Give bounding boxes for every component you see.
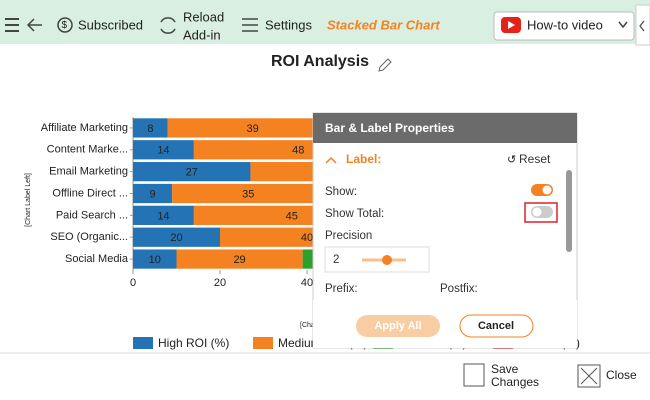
settings-icon [242, 18, 258, 32]
reload-icon [160, 17, 176, 34]
y-tick-label: Social Media [65, 253, 129, 265]
settings[interactable]: Settings [265, 17, 312, 32]
data-label: 48 [292, 145, 304, 157]
save-icon [463, 363, 485, 387]
subscribed-icon [57, 17, 73, 33]
y-tick-label: Paid Search ... [56, 209, 128, 221]
data-label: 40 [301, 232, 313, 244]
apply-all[interactable]: Apply All [374, 320, 421, 332]
side-tab[interactable] [635, 4, 650, 46]
data-label: 29 [233, 254, 245, 266]
bar-segment [133, 118, 168, 138]
precision-label: Precision [325, 230, 372, 242]
dropdown-icon [618, 21, 628, 29]
data-label: 14 [157, 145, 169, 157]
data-label: 39 [247, 123, 259, 135]
video-button[interactable] [493, 11, 635, 41]
bar-segment [133, 205, 194, 225]
cancel[interactable]: Cancel [478, 320, 514, 332]
reset[interactable]: Reset [519, 152, 551, 166]
slider-knob[interactable] [382, 255, 392, 265]
y-tick-label: Affiliate Marketing [41, 122, 128, 134]
data-label: 20 [170, 232, 182, 244]
data-label: 35 [242, 188, 254, 200]
bar-segment [172, 183, 325, 204]
bar-segment [133, 227, 220, 247]
prefix-label: Prefix: [325, 283, 358, 295]
x-tick-label: 40 [301, 277, 313, 289]
highlight-box [524, 202, 558, 223]
subscribed[interactable]: Subscribed [78, 17, 143, 32]
precision-box [324, 246, 430, 273]
x-tick-label: 20 [214, 277, 226, 289]
play-icon [508, 21, 515, 29]
show-label: Show: [325, 186, 357, 198]
button-bar [313, 300, 577, 348]
video[interactable]: How-to video [527, 17, 603, 32]
collapse-icon [639, 20, 645, 32]
apply-all-button[interactable] [356, 315, 440, 337]
chart-type: Stacked Bar Chart [327, 17, 440, 32]
data-label: 14 [157, 210, 169, 222]
bar-segment [133, 183, 173, 204]
bar-segment [167, 118, 338, 138]
toggle-knob [542, 185, 552, 195]
data-label: 9 [150, 188, 156, 200]
close-x [580, 367, 598, 385]
properties-panel: Bar & Label Properties Label: ↺ Reset Sh… [312, 112, 578, 349]
section-label[interactable]: Label: [346, 152, 381, 166]
x-tick-label: 0 [130, 277, 136, 289]
save[interactable]: Changes [491, 375, 539, 389]
bar-segment [133, 162, 251, 182]
back-icon[interactable] [26, 18, 42, 32]
show-total-label: Show Total: [325, 208, 384, 220]
save[interactable]: Save [491, 362, 519, 376]
menu-icon[interactable] [5, 18, 19, 32]
legend-label: High ROI (%) [158, 336, 229, 350]
y-tick-label: Offline Direct ... [52, 187, 128, 199]
data-label: 8 [147, 123, 153, 135]
close[interactable]: Close [606, 368, 637, 382]
data-label: 45 [286, 210, 298, 222]
postfix-label: Postfix: [440, 283, 478, 295]
reload[interactable]: Reload [183, 9, 224, 24]
scrollbar[interactable] [566, 170, 572, 252]
edit-icon[interactable] [378, 58, 392, 72]
reset-icon: ↺ [507, 154, 516, 166]
chart-title: ROI Analysis [271, 53, 369, 70]
legend-swatch [253, 337, 273, 349]
toggle-knob [532, 207, 542, 217]
cancel-button[interactable] [459, 314, 534, 338]
y-tick-label: Email Marketing [49, 166, 128, 178]
data-label: 27 [186, 167, 198, 179]
chevron[interactable] [325, 156, 337, 164]
legend-swatch [133, 337, 153, 349]
precision-value[interactable]: 2 [333, 254, 339, 266]
panel-title: Bar & Label Properties [325, 121, 455, 135]
panel-header [313, 113, 577, 143]
bar-segment [176, 249, 303, 269]
dollar-sign: $ [62, 20, 68, 31]
reload[interactable]: Add-in [183, 27, 221, 42]
y-tick-label: SEO (Organic... [50, 231, 128, 243]
close-icon [577, 364, 601, 388]
y-axis-label: [Chart Label Left] [25, 173, 32, 227]
bar-segment [133, 140, 194, 160]
y-tick-label: Content Marke... [47, 144, 128, 156]
data-label: 10 [149, 254, 161, 266]
bar-segment [133, 249, 177, 269]
